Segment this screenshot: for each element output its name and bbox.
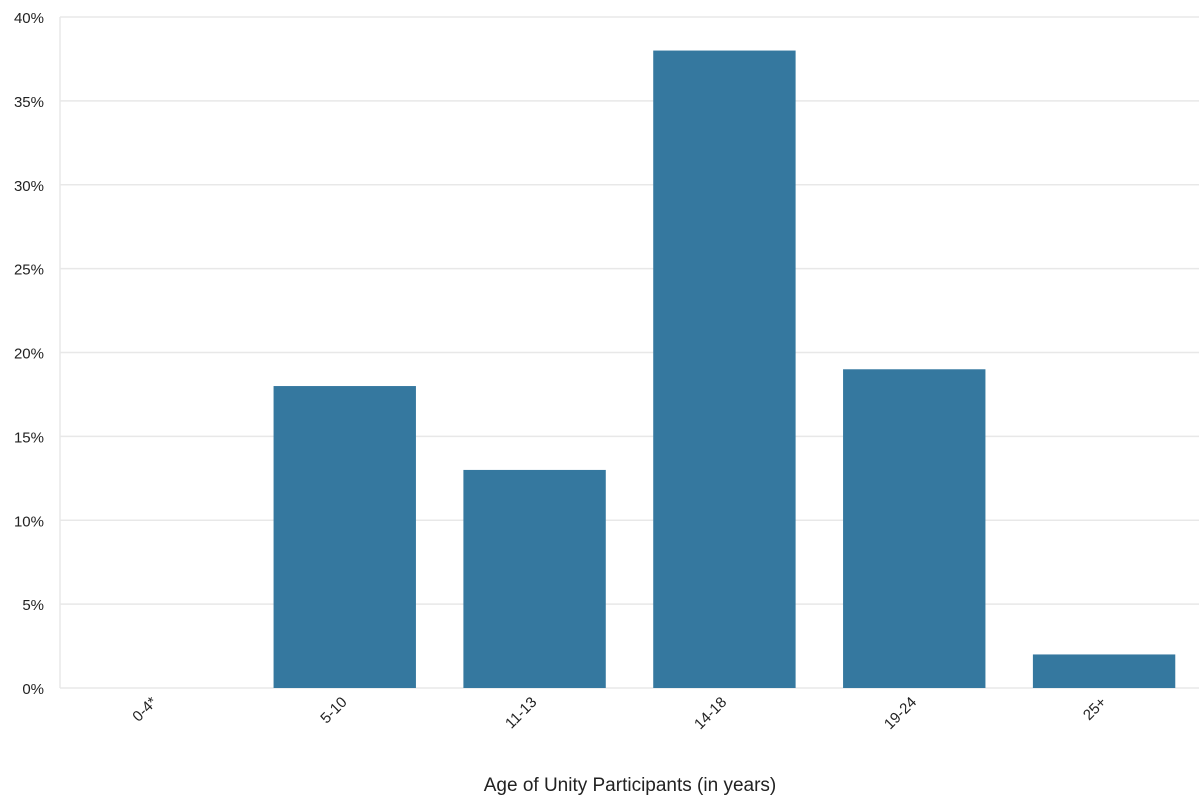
- y-tick-label: 30%: [14, 178, 44, 195]
- y-tick-label: 15%: [14, 429, 44, 446]
- x-tick-label: 0-4*: [129, 694, 161, 726]
- bar-5-10: [273, 386, 416, 688]
- gridlines: [59, 16, 1199, 689]
- bar-25+: [1032, 654, 1176, 688]
- y-tick-label: 5%: [22, 597, 44, 614]
- bar-11-13: [463, 469, 606, 688]
- x-axis-ticks: 0-4* 5-10 11-13 14-18 19-24 25+: [129, 694, 1110, 733]
- x-axis-title: Age of Unity Participants (in years): [484, 775, 777, 796]
- y-tick-label: 20%: [14, 346, 44, 363]
- y-tick-label: 10%: [14, 513, 44, 530]
- x-tick-label: 5-10: [317, 694, 350, 727]
- y-tick-label: 25%: [14, 262, 44, 279]
- bar-14-18: [653, 50, 796, 689]
- x-tick-label: 19-24: [881, 694, 920, 733]
- y-tick-label: 40%: [14, 10, 44, 27]
- x-tick-label: 25+: [1080, 694, 1110, 724]
- bar-19-24: [843, 369, 986, 688]
- x-tick-label: 14-18: [691, 694, 730, 733]
- y-tick-label: 35%: [14, 94, 44, 111]
- bars: [273, 50, 1176, 689]
- y-tick-label: 0%: [22, 681, 44, 698]
- x-tick-label: 11-13: [502, 694, 540, 732]
- y-axis-ticks: 0% 5% 10% 15% 20% 25% 30% 35% 40%: [14, 10, 44, 698]
